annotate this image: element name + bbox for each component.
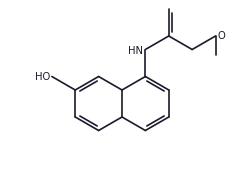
Text: O: O	[218, 31, 225, 41]
Text: HN: HN	[128, 46, 143, 55]
Text: HO: HO	[35, 71, 50, 81]
